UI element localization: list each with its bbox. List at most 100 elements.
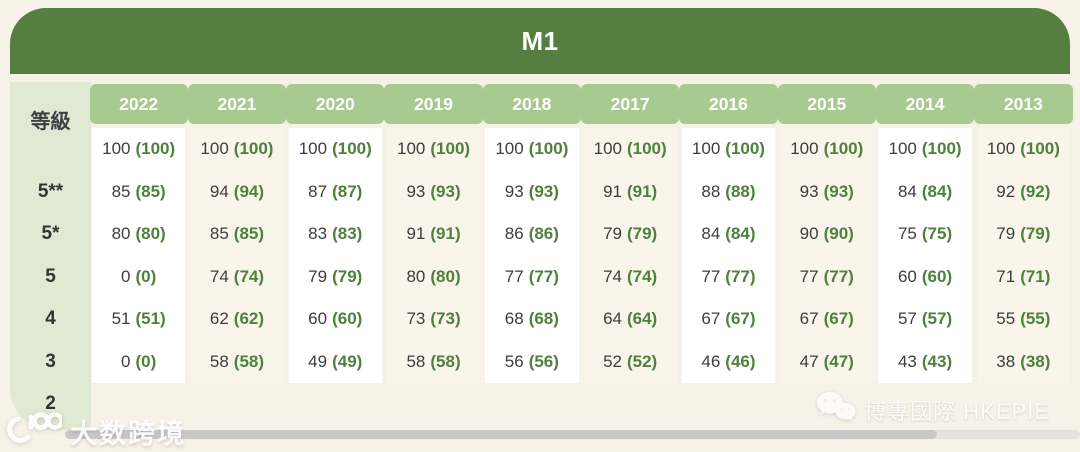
score-paren-value: (0) — [135, 351, 157, 371]
score-value: 84 — [897, 181, 917, 201]
score-value: 47 — [799, 351, 819, 371]
score-paren-value: (100) — [430, 139, 471, 158]
score-paren-value: (100) — [233, 139, 274, 158]
score-paren-value: (67) — [823, 309, 854, 328]
data-cell: 87 (87) — [289, 171, 382, 214]
data-cell: 58 (58) — [190, 341, 283, 384]
data-cell: 0 (0) — [92, 256, 185, 299]
grade-label: 4 — [45, 308, 56, 330]
data-cell: 77 (77) — [780, 256, 873, 299]
year-column-body: 100 (100) 94 (94) 85 (85) 74 (74) 62 (62) 58 (58) — [190, 128, 284, 384]
year-header: 2021 — [187, 84, 287, 124]
year-header: 2016 — [679, 84, 778, 124]
score-value: 75 — [897, 224, 917, 243]
score-paren-value: (87) — [332, 181, 363, 201]
score-value: 79 — [308, 266, 328, 286]
score-value: 93 — [504, 181, 524, 201]
data-cell: 67 (67) — [682, 298, 775, 341]
data-cell: 56 (56) — [485, 341, 578, 384]
year-column-body: 100 (100) 93 (93) 86 (86) 77 (77) 68 (68) 56 (56) — [485, 128, 579, 384]
data-cell: 79 (79) — [289, 256, 382, 299]
score-value: 79 — [603, 224, 622, 243]
data-cell: 100 (100) — [92, 128, 185, 171]
year-column-body: 100 (100) 93 (93) 91 (91) 80 (80) 73 (73) 58 (58) — [386, 128, 481, 383]
data-cell: 80 (80) — [92, 213, 185, 256]
score-value: 77 — [504, 266, 524, 286]
score-paren-value: (67) — [725, 309, 756, 328]
watermark-right-text: 博專國際 HKEPIE — [864, 398, 1050, 424]
score-value: 43 — [897, 351, 917, 371]
horizontal-scrollbar-track[interactable] — [65, 430, 1080, 439]
data-cell: 67 (67) — [780, 298, 873, 341]
score-value: 88 — [701, 181, 721, 201]
horizontal-scrollbar-thumb[interactable] — [65, 430, 937, 439]
data-cell: 57 (57) — [878, 298, 971, 341]
score-paren-value: (100) — [332, 139, 372, 158]
score-paren-value: (52) — [626, 351, 658, 371]
score-value: 64 — [603, 309, 622, 328]
score-paren-value: (84) — [921, 181, 953, 201]
year-column: 2016 100 (100) 88 (88) 84 (84) 77 (77) 67 (67) 46 (4… — [679, 84, 778, 383]
score-value: 91 — [603, 181, 622, 201]
score-paren-value: (58) — [430, 351, 461, 371]
year-header: 2018 — [482, 84, 581, 124]
score-paren-value: (68) — [528, 309, 559, 328]
data-cell: 77 (77) — [682, 256, 775, 299]
data-cell: 93 (93) — [780, 171, 873, 214]
score-paren-value: (38) — [1020, 351, 1051, 371]
score-value: 74 — [209, 266, 229, 286]
data-cell: 0 (0) — [92, 341, 185, 384]
score-value: 100 — [593, 139, 622, 158]
year-column-body: 100 (100) 85 (85) 80 (80) 0 (0) 51 (51) 0 (0) — [92, 128, 186, 384]
watermark-right: 博專國際 HKEPIE — [816, 390, 1050, 429]
grade-label: 5** — [37, 180, 64, 202]
score-value: 87 — [308, 181, 328, 201]
data-cell: 100 (100) — [485, 128, 578, 171]
score-paren-value: (83) — [332, 224, 363, 243]
grade-label: 5 — [45, 265, 56, 287]
score-paren-value: (92) — [1020, 181, 1051, 201]
year-column-body: 100 (100) 92 (92) 79 (79) 71 (71) 55 (55) 38 (38) — [976, 128, 1070, 383]
score-paren-value: (91) — [626, 181, 658, 201]
year-column-body: 100 (100) 87 (87) 83 (83) 79 (79) 60 (60) 49 (49) — [288, 128, 382, 384]
score-value: 93 — [799, 181, 819, 201]
data-cell: 86 (86) — [485, 213, 578, 256]
data-cell: 49 (49) — [289, 341, 382, 384]
score-value: 62 — [209, 309, 229, 328]
score-value: 71 — [996, 266, 1016, 286]
score-paren-value: (79) — [1020, 224, 1051, 243]
score-value: 80 — [406, 266, 426, 286]
data-cell: 94 (94) — [190, 171, 283, 214]
score-paren-value: (62) — [233, 309, 265, 328]
score-paren-value: (91) — [430, 224, 461, 243]
data-cell: 90 (90) — [780, 213, 873, 256]
year-column-body: 100 (100) 93 (93) 90 (90) 77 (77) 67 (67) 47 (47) — [780, 128, 874, 384]
data-cell: 47 (47) — [780, 341, 873, 384]
score-paren-value: (79) — [332, 266, 363, 286]
score-value: 51 — [111, 309, 131, 328]
score-paren-value: (0) — [135, 266, 157, 286]
score-paren-value: (100) — [725, 139, 765, 158]
score-paren-value: (100) — [135, 139, 176, 158]
data-cell: 71 (71) — [977, 256, 1070, 299]
data-cell: 80 (80) — [387, 256, 480, 299]
year-header: 2014 — [875, 84, 975, 124]
data-cell: 91 (91) — [584, 171, 677, 214]
data-cell: 85 (85) — [190, 213, 283, 256]
data-cell: 62 (62) — [190, 298, 283, 341]
score-value: 100 — [986, 139, 1016, 158]
score-value: 92 — [996, 181, 1016, 201]
data-cell: 60 (60) — [878, 256, 971, 299]
data-cell: 100 (100) — [289, 128, 382, 171]
score-value: 46 — [701, 351, 721, 371]
data-cell: 93 (93) — [485, 171, 578, 214]
score-value: 73 — [406, 309, 426, 328]
score-paren-value: (73) — [430, 309, 461, 328]
data-cell: 91 (91) — [387, 213, 480, 256]
year-column: 2017 100 (100) 91 (91) 79 (79) 74 (74) 64 (64) 52 (5… — [581, 84, 680, 383]
score-paren-value: (100) — [823, 139, 864, 158]
score-value: 85 — [209, 224, 229, 243]
data-cell: 83 (83) — [289, 213, 382, 256]
data-cell: 88 (88) — [682, 171, 775, 214]
score-paren-value: (64) — [626, 309, 658, 328]
